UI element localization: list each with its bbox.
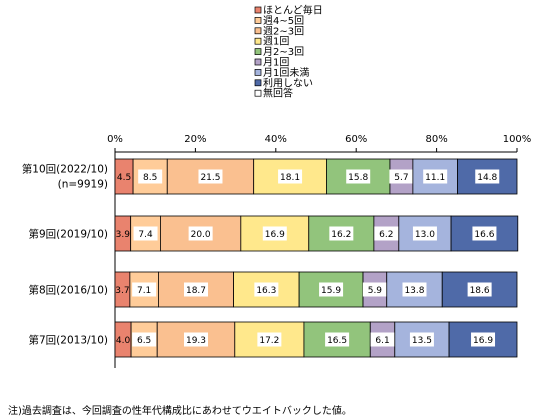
category-label: 第7回(2013/10) bbox=[29, 334, 109, 347]
bars: 4.5 8.5 21.5 18.1 15.8 5.7 11.1 14.8 3.9 7.4 20.0 1… bbox=[114, 158, 519, 358]
data-label-box bbox=[132, 282, 157, 297]
data-label: 4.5 bbox=[117, 173, 131, 183]
data-label-box bbox=[467, 282, 492, 297]
data-label: 18.7 bbox=[186, 286, 206, 296]
data-label: 16.6 bbox=[474, 230, 494, 240]
data-label: 3.9 bbox=[116, 230, 131, 240]
data-label-box bbox=[472, 226, 497, 241]
data-label: 21.5 bbox=[200, 173, 220, 183]
data-label-box bbox=[346, 169, 371, 184]
data-label: 13.5 bbox=[412, 336, 432, 346]
bar-segment bbox=[448, 321, 518, 358]
legend-swatch bbox=[254, 58, 262, 66]
x-tick-label: 20% bbox=[184, 134, 206, 145]
category-label: (n=9919) bbox=[58, 179, 108, 191]
data-label: 14.8 bbox=[477, 173, 497, 183]
data-label-box bbox=[471, 332, 496, 347]
data-label-box bbox=[132, 332, 157, 347]
footnote: 注)過去調査は、今回調査の性年代構成比にあわせてウエイトバックした値。 bbox=[8, 406, 352, 417]
legend-label: 月1回 bbox=[263, 57, 289, 69]
data-label: 20.0 bbox=[191, 230, 211, 240]
data-label: 6.1 bbox=[375, 336, 389, 346]
data-label-box bbox=[412, 226, 437, 241]
data-label-box bbox=[325, 332, 350, 347]
data-label-box bbox=[278, 169, 303, 184]
data-label: 16.9 bbox=[473, 336, 493, 346]
data-label-box bbox=[319, 282, 344, 297]
data-label-box bbox=[329, 226, 354, 241]
legend-swatch bbox=[254, 69, 262, 76]
category-label: 第9回(2019/10) bbox=[29, 228, 109, 241]
data-label: 18.1 bbox=[280, 173, 300, 183]
data-label-box bbox=[188, 226, 213, 241]
legend-swatch bbox=[254, 17, 262, 24]
data-label: 16.5 bbox=[327, 336, 347, 346]
data-label: 5.7 bbox=[394, 173, 408, 183]
legend-swatch bbox=[254, 6, 262, 14]
legend-label: 週2~3回 bbox=[263, 25, 304, 37]
legend-swatch bbox=[254, 27, 262, 35]
x-tick-label: 40% bbox=[265, 134, 287, 145]
data-label-box bbox=[370, 332, 395, 347]
data-label: 6.2 bbox=[379, 230, 393, 240]
category-label: 第10回(2022/10) bbox=[22, 163, 108, 176]
legend-swatch bbox=[254, 79, 262, 87]
legend-swatch bbox=[254, 37, 262, 45]
data-label: 19.3 bbox=[186, 336, 206, 346]
legend-label: 月2~3回 bbox=[263, 46, 304, 58]
data-label: 7.4 bbox=[138, 230, 153, 240]
legend-label: 無回答 bbox=[263, 87, 293, 100]
data-label: 11.1 bbox=[425, 173, 445, 183]
category-label: 第8回(2016/10) bbox=[29, 284, 109, 297]
data-label: 8.5 bbox=[143, 173, 157, 183]
legend-label: ほとんど毎日 bbox=[263, 4, 323, 17]
data-label: 13.8 bbox=[404, 286, 424, 296]
x-tick-label: 0% bbox=[107, 134, 123, 145]
x-tick-label: 100% bbox=[503, 134, 532, 145]
data-label-box bbox=[475, 169, 500, 184]
data-label: 15.8 bbox=[348, 173, 368, 183]
data-label: 18.6 bbox=[470, 286, 490, 296]
data-label-box bbox=[402, 282, 427, 297]
legend-label: 週1回 bbox=[263, 36, 289, 48]
legend-label: 月1回未満 bbox=[263, 67, 309, 79]
legend-swatch bbox=[254, 48, 262, 55]
data-label: 17.2 bbox=[259, 336, 279, 346]
x-tick-label: 60% bbox=[345, 134, 367, 145]
data-label: 6.5 bbox=[137, 336, 151, 346]
data-label-box bbox=[362, 282, 387, 297]
data-label: 16.2 bbox=[331, 230, 351, 240]
data-label: 5.9 bbox=[368, 286, 383, 296]
data-label-box bbox=[409, 332, 434, 347]
data-label-box bbox=[198, 169, 223, 184]
x-tick-label: 80% bbox=[425, 134, 447, 145]
data-label-box bbox=[374, 226, 399, 241]
data-label: 4.0 bbox=[116, 336, 131, 346]
data-label: 16.9 bbox=[265, 230, 285, 240]
data-label: 13.0 bbox=[415, 230, 435, 240]
data-label: 3.7 bbox=[115, 286, 129, 296]
data-label-box bbox=[254, 282, 279, 297]
category-labels: 第10回(2022/10) (n=9919) 第9回(2019/10) 第8回(201… bbox=[22, 163, 108, 347]
data-label-box bbox=[184, 282, 209, 297]
data-label: 7.1 bbox=[137, 286, 151, 296]
legend-label: 週4~5回 bbox=[263, 15, 304, 27]
legend-swatch bbox=[254, 89, 262, 97]
data-label-box bbox=[262, 226, 287, 241]
data-label-box bbox=[184, 332, 209, 347]
data-label: 15.9 bbox=[321, 286, 341, 296]
data-label-box bbox=[423, 169, 448, 184]
data-label-box bbox=[389, 169, 414, 184]
data-label-box bbox=[133, 226, 158, 241]
legend-label: 利用しない bbox=[263, 77, 313, 89]
data-label-box bbox=[257, 332, 282, 347]
data-label-box bbox=[138, 169, 163, 184]
data-label: 16.3 bbox=[256, 286, 276, 296]
